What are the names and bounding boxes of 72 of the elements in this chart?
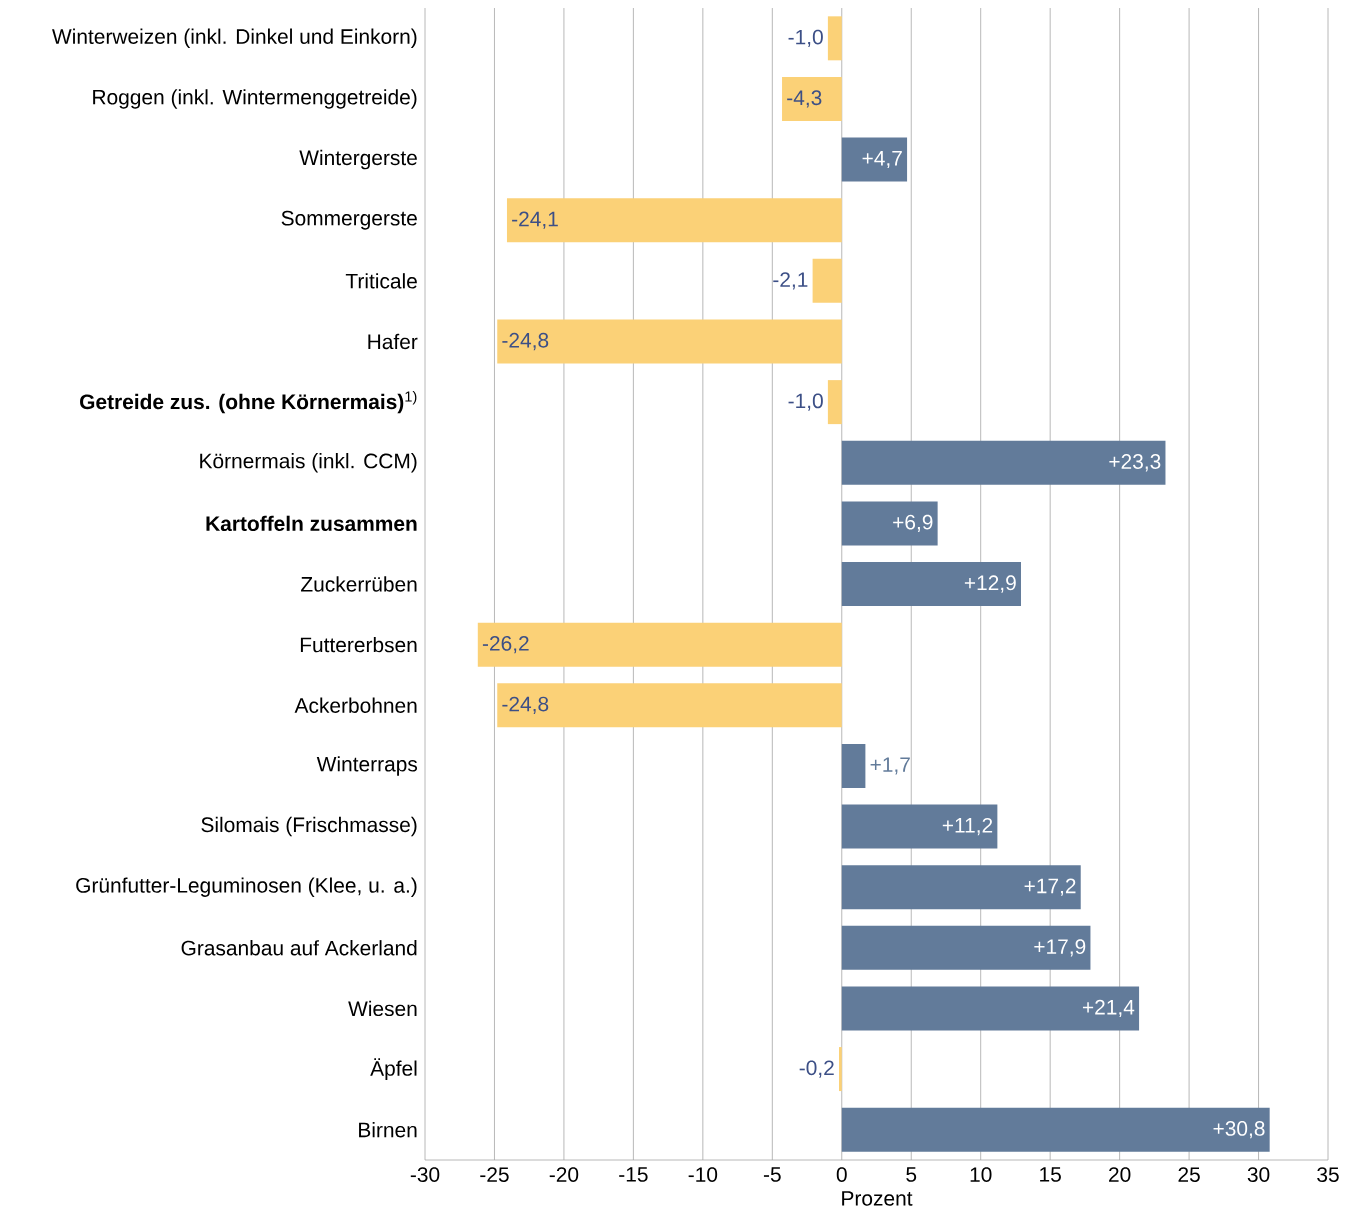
y-tick-label: Birnen (359, 1122, 417, 1138)
data-label: -4,3 (787, 90, 822, 108)
data-label: +17,2 (1024, 878, 1076, 896)
bar (827, 16, 842, 61)
bar (841, 137, 908, 182)
x-tick-label: 5 (906, 1167, 917, 1182)
x-tick-label: -20 (549, 1167, 579, 1182)
x-tick-label: 0 (836, 1167, 847, 1182)
y-tick-label: Winterraps (316, 756, 418, 776)
bar (841, 562, 1021, 607)
y-tick-label: Sommergerste (281, 210, 417, 230)
bar (839, 1047, 842, 1092)
y-tick-label: Wiesen (348, 1000, 417, 1017)
data-label: -2,1 (773, 272, 808, 290)
y-tick-label: Ackerbohnen (294, 697, 417, 713)
data-label: +6,9 (893, 514, 933, 533)
y-tick-label: Zuckerrüben (301, 576, 417, 592)
data-label: +1,7 (870, 757, 910, 775)
x-tick-label: -25 (480, 1167, 509, 1182)
bar (841, 440, 1166, 485)
y-tick-label: Grünfutter-Leguminosen (Klee, u. a.) (76, 877, 417, 897)
data-label: +23,3 (1109, 454, 1161, 472)
y-tick-label: Grasanbau auf Ackerland (181, 940, 417, 956)
x-tick-label: 35 (1317, 1167, 1339, 1182)
y-tick-label: Getreide zus. (ohne Körnermais)$^{1)}$ (80, 390, 417, 414)
data-label: -26,2 (482, 636, 529, 654)
x-axis-title: Prozent (842, 1191, 913, 1206)
y-tick-label: Wintergerste (299, 149, 417, 170)
y-tick-label: Triticale (345, 273, 417, 289)
data-label: +17,9 (1034, 939, 1086, 957)
bar (812, 258, 842, 303)
x-tick-label: -10 (688, 1167, 718, 1182)
bar (841, 743, 866, 788)
y-tick-label: Äpfel (370, 1058, 417, 1080)
bar (841, 925, 1091, 970)
y-tick-label: Futtererbsen (300, 636, 417, 653)
x-tick-label: -15 (619, 1167, 648, 1182)
y-tick-label: Hafer (368, 333, 418, 350)
y-tick-label: Silomais (Frischmasse) (201, 816, 417, 837)
data-label: +12,9 (964, 575, 1016, 593)
data-label: -24,8 (502, 332, 549, 351)
bar (477, 622, 842, 667)
bar (841, 1107, 1270, 1152)
x-tick-label: 30 (1247, 1167, 1270, 1182)
bar (782, 76, 842, 121)
bar (841, 986, 1140, 1031)
y-tick-label: Kartoffeln zusammen (206, 515, 417, 532)
bar (841, 804, 998, 849)
bar (841, 865, 1081, 910)
y-tick-label: Winterweizen (inkl. Dinkel und Einkorn) (52, 28, 417, 49)
bar (497, 319, 842, 364)
data-label: -24,1 (512, 211, 558, 229)
x-tick-label: 20 (1109, 1167, 1131, 1182)
x-tick-label: -30 (410, 1167, 440, 1182)
y-tick-label: Körnermais (inkl. CCM) (200, 453, 417, 473)
bar (827, 380, 842, 425)
data-label: -1,0 (788, 393, 823, 411)
x-tick-label: 15 (1040, 1167, 1061, 1182)
data-label: +11,2 (942, 817, 993, 836)
data-label: +4,7 (862, 151, 902, 169)
x-tick-label: 10 (970, 1167, 992, 1182)
bar (841, 501, 938, 546)
data-label: -0,2 (799, 1060, 834, 1078)
data-label: +30,8 (1213, 1121, 1265, 1139)
data-label: -1,0 (788, 29, 823, 47)
data-label: +21,4 (1082, 999, 1135, 1018)
x-tick-label: -5 (763, 1167, 781, 1182)
bar (506, 198, 842, 243)
bar (497, 683, 842, 728)
y-tick-label: Roggen (inkl. Wintermenggetreide) (93, 89, 417, 109)
x-tick-label: 25 (1178, 1167, 1200, 1182)
data-label: -24,8 (502, 696, 549, 714)
